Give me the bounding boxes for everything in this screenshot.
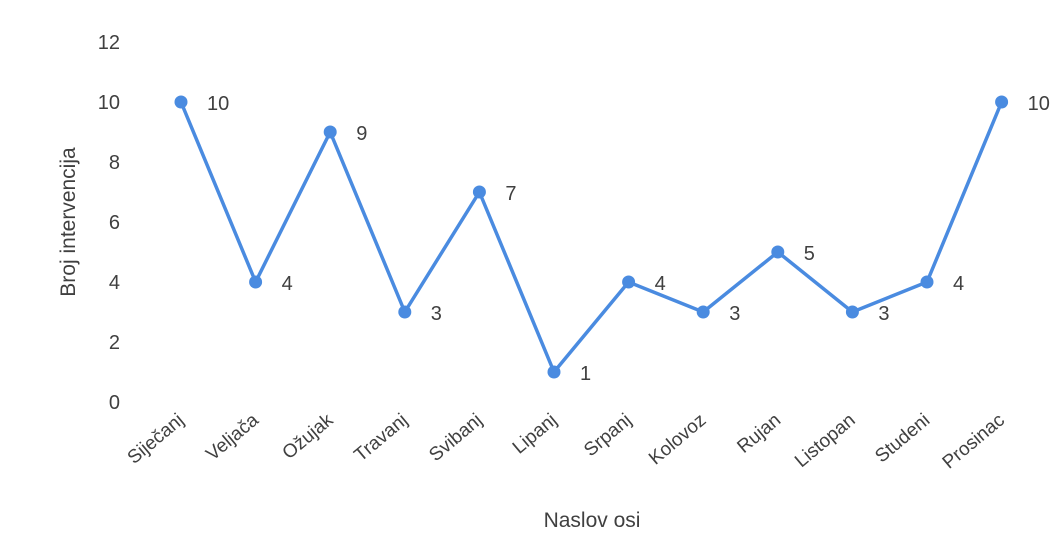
data-label: 1 (580, 363, 591, 385)
data-point (622, 275, 636, 289)
data-label: 3 (878, 303, 889, 325)
data-label: 9 (356, 123, 367, 145)
y-tick-label: 10 (98, 92, 120, 114)
x-category-label: Lipanj (509, 410, 561, 459)
y-tick-label: 12 (98, 32, 120, 54)
data-label: 3 (729, 303, 740, 325)
data-point (174, 95, 188, 109)
x-axis-categories: Siječanj Veljača Ožujak Travanj Svibanj Lipan… (124, 409, 1009, 473)
x-category-label: Svibanj (425, 410, 486, 466)
series-markers (174, 95, 1009, 379)
data-point (323, 125, 337, 139)
y-axis-ticks: 0 2 4 6 8 10 12 (98, 32, 120, 414)
data-label: 4 (655, 273, 666, 295)
data-point (920, 275, 934, 289)
x-category-label: Prosinac (939, 410, 1009, 474)
data-point (696, 305, 710, 319)
data-point (771, 245, 785, 259)
x-axis-title: Naslov osi (544, 509, 641, 532)
x-category-label: Siječanj (124, 410, 188, 469)
data-label: 10 (207, 93, 229, 115)
data-point (845, 305, 859, 319)
y-tick-label: 0 (109, 392, 120, 414)
data-point (472, 185, 486, 199)
data-label: 10 (1028, 93, 1050, 115)
x-category-label: Ožujak (279, 409, 338, 463)
data-point (995, 95, 1009, 109)
x-category-label: Rujan (733, 410, 785, 458)
data-point (249, 275, 263, 289)
data-label: 3 (431, 303, 442, 325)
y-tick-label: 4 (109, 272, 120, 294)
series-line (179, 101, 1004, 374)
y-axis-title: Broj intervencija (57, 147, 80, 297)
x-category-label: Travanj (351, 410, 412, 466)
data-labels: 10 4 9 3 7 1 4 3 5 3 4 10 (207, 93, 1050, 385)
x-category-label: Srpanj (580, 410, 636, 461)
x-category-label: Kolovoz (645, 410, 710, 470)
x-category-label: Veljača (202, 409, 263, 465)
data-label: 4 (953, 273, 964, 295)
data-label: 4 (282, 273, 293, 295)
data-point (398, 305, 412, 319)
y-tick-label: 2 (109, 332, 120, 354)
data-point (547, 365, 561, 379)
x-category-label: Studeni (871, 410, 934, 468)
x-category-label: Listopan (791, 410, 860, 472)
y-tick-label: 8 (109, 152, 120, 174)
y-tick-label: 6 (109, 212, 120, 234)
data-label: 5 (804, 243, 815, 265)
data-label: 7 (505, 183, 516, 205)
